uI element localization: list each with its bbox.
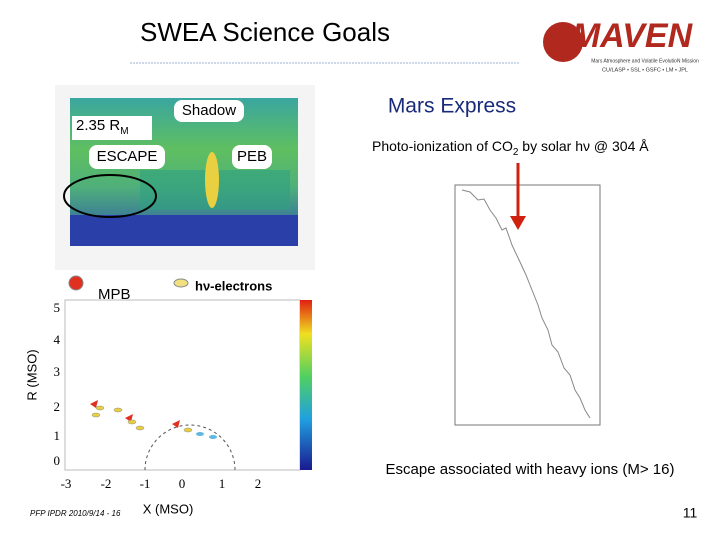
x-tick: -3 [61,476,72,491]
logo-text: MAVEN [572,17,694,55]
mpb-marker [68,275,84,291]
y-tick: 2 [54,399,61,414]
x-tick: 1 [219,476,226,491]
spectrogram: Shadow 2.35 RM ESCAPE PEB [55,85,315,270]
caption-sub: 2 [513,147,519,158]
logo-planet [543,22,583,62]
radius-sub: M [120,126,128,137]
escape-box [89,145,165,169]
logo-caption: Mars Atmosphere and Volatile EvolutioN M… [591,58,699,64]
x-axis-label: X (MSO) [143,501,194,516]
y-tick: 3 [54,364,61,379]
mex-title: Mars Express [388,95,516,118]
mars-boundary [144,424,236,471]
title: SWEA Science Goals [140,17,390,47]
mex-frame [418,175,648,450]
shadow-label: Shadow [182,102,236,119]
orbit-plot: 5 4 3 2 1 0 -3 -2 -1 0 1 2 R (MSO) X (MS… [24,275,312,516]
colorbar [300,300,312,470]
mpb-label: MPB [98,286,131,303]
caption-after: by solar hν @ 304 Å [518,138,649,154]
radius-main: 2.35 R [76,117,120,134]
mars-express: Mars Express Photo-ionization of CO2 by … [372,95,649,450]
page-number: 11 [683,505,698,521]
mex-caption: Photo-ionization of CO2 by solar hν @ 30… [372,138,649,158]
escape-label: ESCAPE [97,148,158,165]
y-tick: 0 [54,453,61,468]
spectrogram-low [70,215,298,246]
electrons-label: hν-electrons [195,278,272,293]
spectrogram-feature [205,152,219,208]
logo: MAVEN Mars Atmosphere and Volatile Evolu… [543,17,699,73]
logo-partners: CU/LASP • SSL • GSFC • LM • JPL [602,67,688,73]
x-tick: 2 [255,476,262,491]
orbit-frame [64,299,301,471]
x-tick: -2 [101,476,112,491]
caption-before: Photo-ionization of CO [372,138,513,154]
radius-box [72,116,152,140]
escape-ellipse [63,174,157,218]
y-tick: 4 [54,332,61,347]
y-axis-label: R (MSO) [24,349,39,400]
electron-points [91,405,193,433]
y-tick: 5 [54,300,61,315]
peb-box [232,145,272,169]
escape-note: Escape associated with heavy ions (M> 16… [386,461,675,478]
citation: PFP IPDR 2010/9/14 - 16 [30,509,121,518]
x-tick: -1 [140,476,151,491]
x-tick: 0 [179,476,186,491]
shadow-box [174,100,244,122]
mex-spectrum [461,189,591,419]
peb-label: PEB [237,148,267,165]
radius-label: 2.35 RM [76,117,129,137]
electron-marker [173,278,189,288]
mex-axes [454,184,601,426]
y-tick: 1 [54,428,61,443]
arrow-head [510,216,526,230]
blue-points [196,432,217,439]
